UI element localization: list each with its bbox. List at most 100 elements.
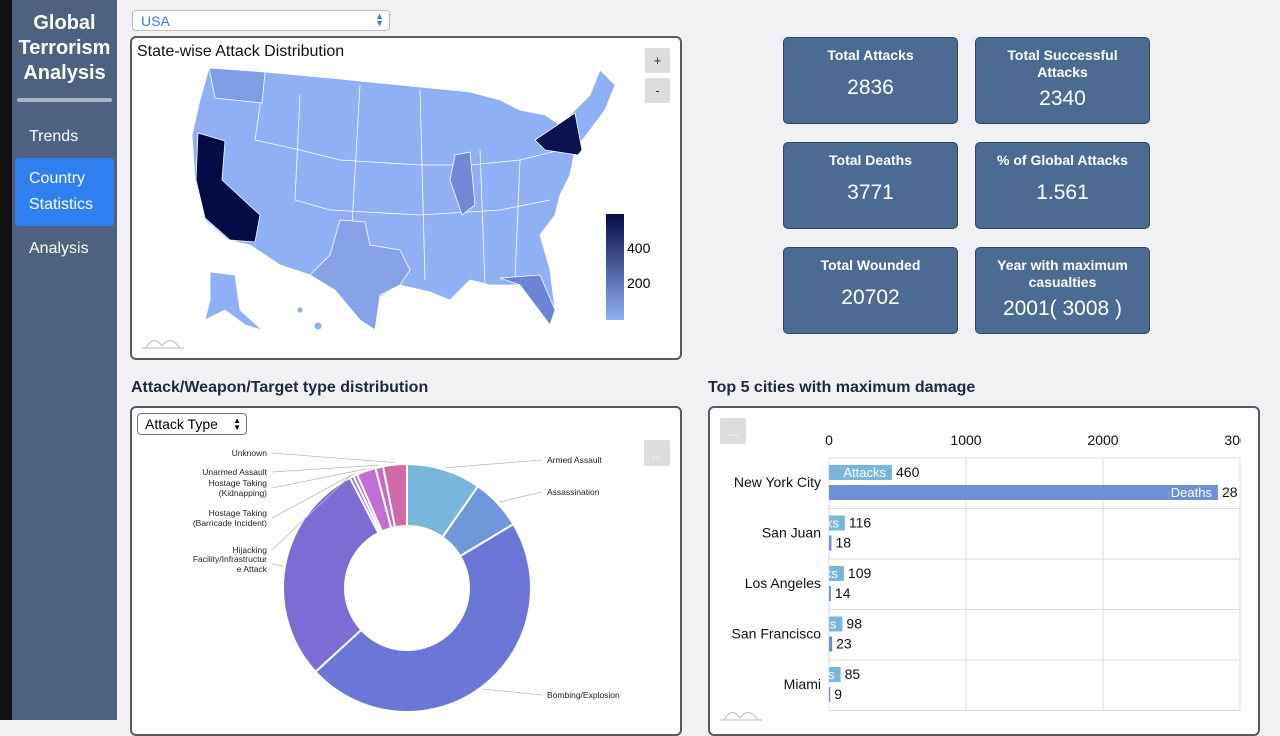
bar-chart: 0 1000 2000 3000 New York City Attacks 460 Deat… bbox=[720, 432, 1255, 721]
select-arrows-icon: ▲ ▼ bbox=[233, 416, 241, 432]
pie-label: Unarmed Assault bbox=[202, 467, 267, 477]
bar-panel: ... 0 1000 2000 3000 New York City Attacks 460… bbox=[708, 406, 1260, 736]
card-label: Total Deaths bbox=[829, 152, 912, 168]
bar-series-label: Deaths bbox=[1171, 485, 1213, 500]
pie-label: Hostage Taking bbox=[209, 478, 268, 488]
bar-series-label: Attacks bbox=[794, 617, 837, 632]
pie-label: Armed Assault bbox=[547, 455, 602, 465]
country-select-value: USA bbox=[141, 13, 170, 29]
chart-menu-button[interactable]: ... bbox=[720, 418, 746, 444]
x-tick-label: 2000 bbox=[1087, 432, 1118, 448]
pie-leader-line bbox=[271, 563, 284, 567]
map-panel: State-wise Attack Distribution + - 400 2… bbox=[130, 36, 682, 360]
select-arrows-icon: ▲ ▼ bbox=[375, 11, 384, 28]
card-global-percentage: % of Global Attacks 1.561 bbox=[975, 142, 1150, 229]
x-tick-label: 1000 bbox=[950, 432, 981, 448]
map-state-california[interactable] bbox=[195, 132, 261, 243]
pie-panel: Attack Type ▲ ▼ ... Armed Assault Assassina… bbox=[130, 406, 682, 736]
pie-slice bbox=[381, 462, 408, 529]
pie-label: (Kidnapping) bbox=[219, 488, 267, 498]
type-select[interactable]: Attack Type ▲ ▼ bbox=[137, 413, 247, 435]
card-value: 2340 bbox=[1039, 87, 1086, 110]
category-label: Miami bbox=[784, 676, 821, 692]
bar-value-label: 18 bbox=[835, 535, 851, 551]
map-state-florida[interactable] bbox=[499, 274, 556, 326]
card-total-wounded: Total Wounded 20702 bbox=[783, 247, 958, 334]
bar-value-label: 460 bbox=[896, 464, 920, 480]
bar-value-label: 85 bbox=[845, 666, 861, 682]
zoom-in-button[interactable]: + bbox=[645, 48, 670, 73]
bar-deaths bbox=[829, 636, 833, 652]
pie-label: Facility/Infrastructur bbox=[193, 554, 267, 564]
card-value: 2836 bbox=[847, 76, 894, 99]
x-tick-label: 3000 bbox=[1224, 432, 1255, 448]
bar-deaths bbox=[829, 535, 832, 551]
chart-logo-icon bbox=[142, 340, 184, 349]
card-total-successful-attacks: Total Successful Attacks 2340 bbox=[975, 37, 1150, 124]
map-title: State-wise Attack Distribution bbox=[137, 43, 345, 60]
bar-series-label: Attacks bbox=[795, 566, 838, 581]
bar-value-label: 116 bbox=[849, 515, 872, 531]
map-state-washington[interactable] bbox=[208, 67, 266, 104]
bar-plot: 0 1000 2000 3000 New York City Attacks 460 Deat… bbox=[732, 432, 1255, 711]
bar-series-label: Attacks bbox=[843, 465, 886, 480]
bar-attacks bbox=[829, 566, 844, 581]
card-label: Total Wounded bbox=[820, 257, 921, 273]
bar-series-label: Attacks bbox=[792, 667, 835, 682]
chart-menu-button[interactable]: ... bbox=[644, 440, 670, 466]
bar-attacks bbox=[829, 616, 843, 632]
bar-deaths bbox=[829, 687, 831, 702]
pie-label: (Barricade Incident) bbox=[193, 518, 267, 528]
bar-attacks bbox=[829, 667, 841, 682]
sidebar-item-trends[interactable]: Trends bbox=[29, 128, 79, 145]
bar-deaths bbox=[829, 586, 831, 601]
pie-leader-line bbox=[271, 473, 355, 519]
pie-label: Hostage Taking bbox=[209, 508, 268, 518]
pie-leader-line bbox=[271, 452, 395, 463]
bar-value-label: 23 bbox=[836, 636, 852, 652]
pie-leader-line bbox=[499, 491, 543, 503]
x-tick-label: 0 bbox=[825, 432, 833, 448]
bar-attacks bbox=[829, 465, 893, 480]
map-state-new-york[interactable] bbox=[534, 112, 583, 156]
sidebar-item-analysis[interactable]: Analysis bbox=[29, 240, 89, 257]
window-edge bbox=[0, 0, 12, 720]
map-state-hawaii[interactable] bbox=[296, 306, 304, 314]
legend-tick-200: 200 bbox=[627, 275, 651, 291]
pie-leader-line bbox=[482, 688, 543, 696]
divider bbox=[17, 98, 112, 102]
card-value: 2001( 3008 ) bbox=[1002, 297, 1123, 320]
map-state-texas[interactable] bbox=[309, 219, 411, 331]
country-select[interactable]: USA ▲ ▼ bbox=[132, 10, 390, 31]
map-state-illinois[interactable] bbox=[449, 151, 476, 216]
card-max-casualty-year: Year with maximum casualties 2001( 3008 ) bbox=[975, 247, 1150, 334]
pie-slice bbox=[282, 476, 380, 674]
category-label: San Juan bbox=[762, 525, 821, 541]
map-us-states[interactable] bbox=[191, 67, 616, 331]
bar-value-label: 14 bbox=[835, 585, 851, 601]
bar-value-label: 9 bbox=[834, 686, 842, 702]
card-label: Year with maximum casualties bbox=[997, 257, 1128, 290]
sidebar: Global Terrorism Analysis Trends Country… bbox=[12, 0, 117, 720]
bar-value-label: 98 bbox=[846, 616, 862, 632]
card-value: 1.561 bbox=[1036, 181, 1089, 204]
map-state-alaska[interactable] bbox=[204, 271, 263, 331]
card-total-deaths: Total Deaths 3771 bbox=[783, 142, 958, 229]
sidebar-item-country-statistics[interactable]: Country Statistics bbox=[15, 158, 114, 226]
card-label: Total Attacks bbox=[827, 47, 914, 63]
bar-deaths bbox=[829, 485, 1218, 500]
pie-label: Hijacking bbox=[233, 545, 268, 555]
card-label: % of Global Attacks bbox=[997, 152, 1128, 168]
color-legend-bar bbox=[606, 214, 624, 320]
card-label: Total Successful Attacks bbox=[1007, 47, 1118, 80]
card-value: 3771 bbox=[847, 181, 894, 204]
zoom-out-button[interactable]: - bbox=[645, 78, 670, 103]
category-label: San Francisco bbox=[732, 626, 822, 642]
pie-leader-line bbox=[271, 468, 366, 489]
chart-logo-icon bbox=[720, 712, 762, 721]
us-choropleth-map[interactable]: 400 200 bbox=[132, 38, 680, 358]
card-total-attacks: Total Attacks 2836 bbox=[783, 37, 958, 124]
category-label: New York City bbox=[734, 474, 821, 490]
app-title: Global Terrorism Analysis bbox=[18, 12, 111, 84]
pie-label: Unknown bbox=[232, 448, 268, 458]
